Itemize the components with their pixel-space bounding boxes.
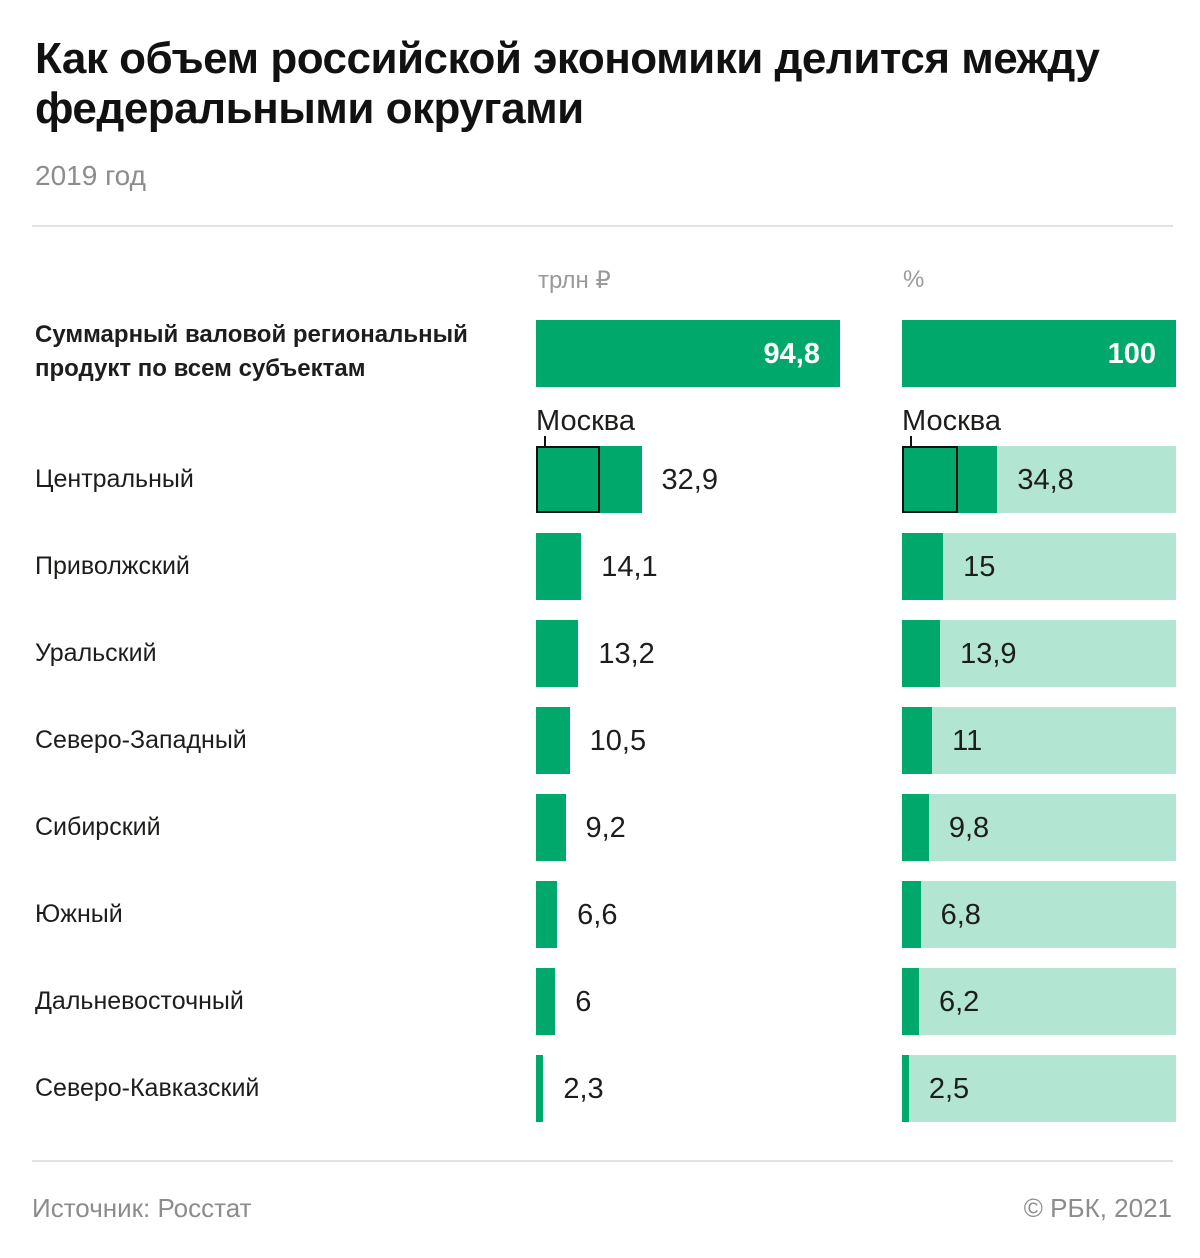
bar-trln	[536, 881, 558, 948]
bar-trln	[536, 533, 582, 600]
total-bar-pct	[902, 320, 1176, 387]
total-row-label: Суммарный валовой региональный продукт п…	[35, 321, 468, 382]
moscow-box-trln	[536, 446, 600, 513]
chart-title: Как объем российской экономики делится м…	[35, 34, 1100, 133]
unit-label-pct: %	[903, 266, 925, 293]
total-value-pct: 100	[1107, 338, 1156, 370]
moscow-tick-trln	[544, 436, 546, 448]
value-trln: 2,3	[563, 1073, 604, 1105]
row-label: Приволжский	[35, 552, 190, 580]
row-label: Северо-Западный	[35, 726, 247, 754]
moscow-box-pct	[902, 446, 958, 513]
bar-pct	[902, 620, 941, 687]
row-label: Уральский	[35, 639, 157, 667]
row-label: Центральный	[35, 465, 194, 493]
value-pct: 13,9	[960, 638, 1017, 670]
total-value-trln: 94,8	[763, 338, 820, 370]
bar-trln	[536, 1055, 544, 1122]
value-trln: 9,2	[585, 812, 626, 844]
value-pct: 15	[963, 551, 996, 583]
value-pct: 9,8	[948, 812, 990, 844]
value-pct: 11	[952, 725, 983, 757]
bar-pct	[902, 533, 944, 600]
track-pct	[902, 968, 1176, 1035]
unit-label-trln: трлн ₽	[538, 267, 611, 294]
moscow-label-pct: Москва	[902, 405, 1002, 437]
value-trln: 6,6	[577, 899, 618, 931]
track-pct	[902, 881, 1176, 948]
value-pct: 6,8	[940, 899, 981, 931]
value-trln: 10,5	[589, 725, 647, 757]
value-trln: 13,2	[598, 638, 655, 670]
bar-pct	[902, 794, 929, 861]
bottom-divider	[32, 1160, 1173, 1162]
value-trln: 32,9	[661, 464, 718, 496]
value-trln: 14,1	[601, 551, 658, 583]
track-pct	[902, 707, 1176, 774]
bar-trln	[536, 968, 556, 1035]
moscow-label-trln: Москва	[536, 405, 636, 437]
bar-pct	[902, 707, 933, 774]
row-label: Дальневосточный	[35, 987, 244, 1015]
chart-subtitle: 2019 год	[35, 160, 146, 191]
moscow-tick-pct	[910, 436, 912, 448]
copyright-note: © РБК, 2021	[1023, 1193, 1172, 1223]
value-pct: 2,5	[928, 1073, 970, 1105]
track-pct	[902, 1055, 1176, 1122]
value-pct: 6,2	[938, 986, 980, 1018]
source-note: Источник: Росстат	[32, 1193, 252, 1223]
bar-trln	[536, 707, 570, 774]
value-trln: 6	[575, 986, 592, 1018]
row-label: Сибирский	[35, 813, 161, 841]
bar-pct	[902, 1055, 909, 1122]
bar-pct	[902, 881, 921, 948]
bar-pct	[902, 446, 998, 513]
bar-trln	[536, 620, 579, 687]
row-label: Южный	[35, 900, 123, 928]
bar-trln	[536, 794, 566, 861]
bar-trln	[536, 446, 642, 513]
track-pct	[902, 533, 1176, 600]
bar-pct	[902, 968, 919, 1035]
total-bar-trln	[536, 320, 840, 387]
top-divider	[32, 225, 1173, 227]
track-pct	[902, 620, 1176, 687]
value-pct: 34,8	[1017, 464, 1074, 496]
track-pct	[902, 794, 1176, 861]
row-label: Северо-Кавказский	[35, 1074, 260, 1102]
